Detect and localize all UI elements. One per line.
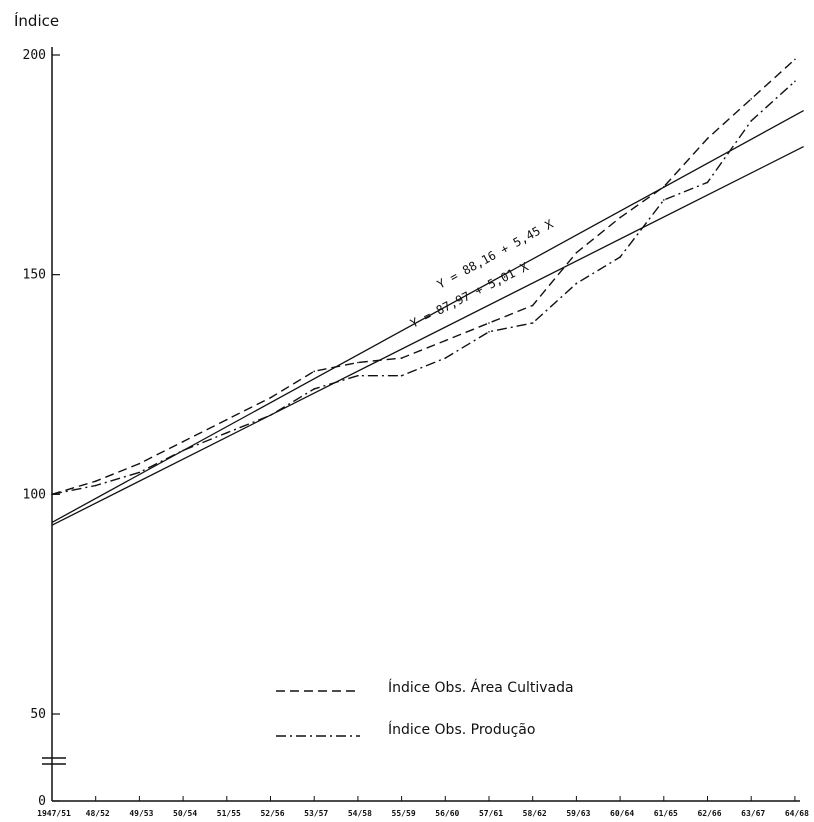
x-tick-label: 61/65 [654, 809, 678, 818]
data-point [313, 388, 315, 390]
data-point [51, 494, 53, 496]
data-point [576, 252, 578, 254]
x-tick-label: 50/54 [173, 809, 197, 818]
x-tick-label: 49/53 [129, 809, 153, 818]
data-point [270, 414, 272, 416]
y-tick-label: 50 [30, 707, 46, 722]
axes: 0 50 100 150 200 1947/51 48/52 49/53 50/54 51/55 5… [23, 47, 810, 818]
data-point [663, 199, 665, 201]
y-tick-label: 0 [38, 794, 46, 809]
data-point [313, 371, 315, 373]
data-point [707, 138, 709, 140]
x-tick-label: 55/59 [392, 809, 416, 818]
y-axis-label: Índice [14, 11, 59, 30]
x-tick-label: 58/62 [523, 809, 547, 818]
data-point [750, 98, 752, 100]
x-tick-label: 1947/51 [37, 809, 71, 818]
y-tick-label: 100 [23, 487, 46, 502]
data-point [182, 441, 184, 443]
x-tick-label: 64/68 [785, 809, 809, 818]
data-point [532, 305, 534, 307]
series-line-0 [52, 59, 795, 494]
data-point [750, 120, 752, 122]
y-tick-label: 150 [23, 268, 46, 283]
legend-label-producao: Índice Obs. Produção [388, 721, 535, 738]
data-point [445, 357, 447, 359]
data-point [794, 59, 796, 61]
legend-label-area-cultivada: Índice Obs. Área Cultivada [388, 679, 574, 696]
x-tick-label: 59/63 [566, 809, 590, 818]
data-point [95, 485, 97, 487]
data-point [182, 450, 184, 452]
x-tick-label: 54/58 [348, 809, 372, 818]
data-point [139, 463, 141, 465]
x-tick-label: 63/67 [741, 809, 765, 818]
data-point [619, 217, 621, 219]
data-point [488, 331, 490, 333]
data-point [663, 186, 665, 188]
x-tick-label: 56/60 [435, 809, 459, 818]
data-point [357, 362, 359, 364]
x-tick-label: 51/55 [217, 809, 241, 818]
legend: Índice Obs. Área Cultivada Índice Obs. P… [276, 679, 574, 738]
x-tick-label: 52/56 [260, 809, 284, 818]
x-tick-label: 48/52 [86, 809, 110, 818]
trend-lines: Y = 88,16 + 5,45 XY = 87,97 + 5,01 X [52, 111, 804, 526]
data-point [401, 357, 403, 359]
data-point [532, 322, 534, 324]
data-point [226, 432, 228, 434]
data-point [445, 340, 447, 342]
y-tick-label: 200 [23, 48, 46, 63]
data-point [794, 81, 796, 83]
data-point [226, 419, 228, 421]
data-point [95, 480, 97, 482]
data-point [270, 397, 272, 399]
x-tick-label: 53/57 [304, 809, 328, 818]
data-point [488, 322, 490, 324]
x-tick-label: 57/61 [479, 809, 503, 818]
data-point [401, 375, 403, 377]
data-point [357, 375, 359, 377]
trend-line-1 [52, 147, 804, 526]
x-tick-label: 60/64 [610, 809, 634, 818]
data-point [576, 283, 578, 285]
series-line-1 [52, 81, 795, 494]
data-series [51, 59, 796, 496]
data-point [139, 472, 141, 474]
data-point [619, 256, 621, 258]
x-tick-label: 62/66 [697, 809, 721, 818]
data-point [707, 182, 709, 184]
